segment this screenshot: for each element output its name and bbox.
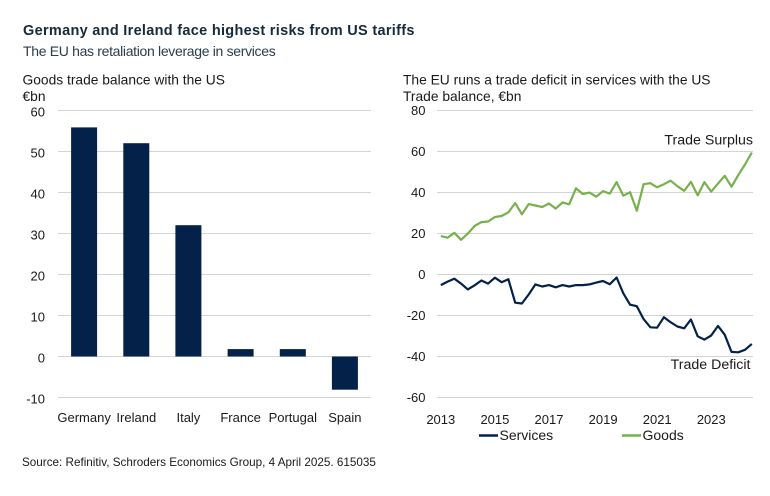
svg-text:40: 40 bbox=[411, 185, 425, 200]
svg-text:Italy: Italy bbox=[176, 410, 200, 425]
svg-text:20: 20 bbox=[411, 226, 425, 241]
svg-text:2017: 2017 bbox=[535, 412, 564, 427]
svg-text:-20: -20 bbox=[407, 308, 426, 323]
svg-text:The EU runs a trade deficit in: The EU runs a trade deficit in services … bbox=[403, 73, 711, 88]
svg-text:The EU has retaliation leverag: The EU has retaliation leverage in servi… bbox=[23, 43, 276, 59]
svg-text:Trade Deficit: Trade Deficit bbox=[671, 357, 751, 373]
svg-text:Ireland: Ireland bbox=[116, 410, 156, 425]
svg-text:2021: 2021 bbox=[643, 412, 672, 427]
svg-text:0: 0 bbox=[38, 350, 45, 365]
svg-text:30: 30 bbox=[31, 227, 45, 242]
svg-text:Services: Services bbox=[500, 427, 554, 443]
svg-text:Portugal: Portugal bbox=[269, 410, 318, 425]
svg-text:Germany: Germany bbox=[57, 410, 111, 425]
svg-text:10: 10 bbox=[31, 309, 45, 324]
svg-text:2023: 2023 bbox=[697, 412, 726, 427]
svg-text:2013: 2013 bbox=[426, 412, 455, 427]
svg-text:-60: -60 bbox=[407, 390, 426, 405]
svg-text:2015: 2015 bbox=[480, 412, 509, 427]
svg-text:60: 60 bbox=[411, 144, 425, 159]
svg-text:-10: -10 bbox=[26, 391, 45, 406]
svg-text:60: 60 bbox=[31, 104, 45, 119]
svg-text:Trade Surplus: Trade Surplus bbox=[664, 133, 753, 149]
svg-text:Trade balance, €bn: Trade balance, €bn bbox=[403, 89, 521, 104]
svg-text:Germany and Ireland face highe: Germany and Ireland face highest risks f… bbox=[23, 23, 415, 39]
svg-text:Goods trade balance with the U: Goods trade balance with the US bbox=[23, 73, 225, 88]
svg-text:-40: -40 bbox=[407, 349, 426, 364]
svg-text:20: 20 bbox=[31, 268, 45, 283]
svg-text:0: 0 bbox=[418, 267, 425, 282]
svg-text:France: France bbox=[220, 410, 260, 425]
svg-text:Source: Refinitiv, Schroders E: Source: Refinitiv, Schroders Economics G… bbox=[22, 456, 376, 469]
svg-text:50: 50 bbox=[31, 145, 45, 160]
svg-text:2019: 2019 bbox=[589, 412, 618, 427]
svg-text:80: 80 bbox=[411, 103, 425, 118]
svg-text:€bn: €bn bbox=[23, 89, 46, 104]
svg-text:40: 40 bbox=[31, 186, 45, 201]
svg-text:Goods: Goods bbox=[643, 427, 684, 443]
svg-text:Spain: Spain bbox=[328, 410, 361, 425]
